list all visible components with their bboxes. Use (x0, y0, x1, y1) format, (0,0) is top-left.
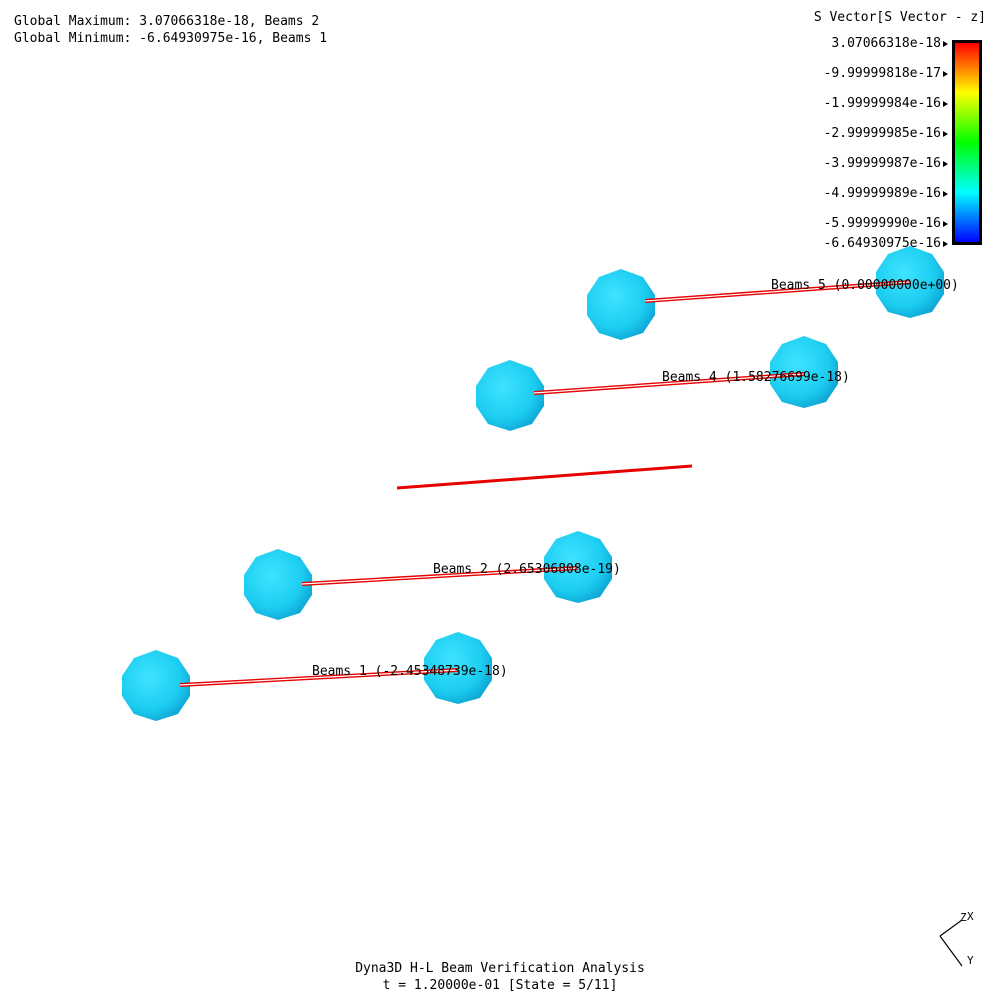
legend-tick-3: -2.99999985e-16 (824, 127, 948, 141)
beam-5-label: Beams 5 (0.00000000e+00) (771, 278, 959, 293)
axis-z-label: Z (960, 911, 967, 924)
beam-1[interactable]: Beams 1 (-2.45348739e-18) (122, 632, 508, 721)
beam-4-node-b[interactable] (770, 336, 838, 408)
beam-1-label: Beams 1 (-2.45348739e-18) (312, 664, 508, 679)
axis-triad: Z X Y (939, 910, 974, 967)
beam-5-node-a[interactable] (587, 269, 655, 340)
beam-2[interactable]: Beams 2 (2.65306808e-19) (244, 531, 621, 620)
beam-2-node-b[interactable] (544, 531, 612, 603)
beam-2-node-a[interactable] (244, 549, 312, 620)
beam-1-node-a[interactable] (122, 650, 190, 721)
legend-tick-2: -1.99999984e-16 (824, 97, 948, 111)
colorbar (952, 40, 982, 245)
global-max-label: Global Maximum: 3.07066318e-18, Beams 2 (14, 14, 320, 29)
beam-4[interactable]: Beams 4 (1.58276699e-18) (476, 336, 850, 431)
beam-1-node-b[interactable] (424, 632, 492, 704)
legend-tick-4: -3.99999987e-16 (824, 157, 948, 171)
beam-4-node-a[interactable] (476, 360, 544, 431)
global-min-label: Global Minimum: -6.64930975e-16, Beams 1 (14, 31, 328, 46)
legend-title: S Vector[S Vector - z] (813, 10, 986, 25)
axis-x-label: X (967, 910, 974, 923)
legend-tick-6: -5.99999990e-16 (824, 217, 948, 231)
beam-2-label: Beams 2 (2.65306808e-19) (433, 562, 621, 577)
legend-tick-0: 3.07066318e-18 (831, 37, 948, 51)
legend-tick-1: -9.99999818e-17 (824, 67, 948, 81)
beam-5[interactable]: Beams 5 (0.00000000e+00) (587, 246, 959, 340)
beam-4-label: Beams 4 (1.58276699e-18) (662, 370, 850, 385)
axis-y-label: Y (967, 954, 974, 967)
beam-3-element[interactable] (396, 464, 693, 490)
footer-state: t = 1.20000e-01 [State = 5/11] (382, 978, 618, 993)
legend-tick-7: -6.64930975e-16 (824, 237, 948, 251)
legend-tick-5: -4.99999989e-16 (824, 187, 948, 201)
footer-title: Dyna3D H-L Beam Verification Analysis (355, 961, 645, 976)
